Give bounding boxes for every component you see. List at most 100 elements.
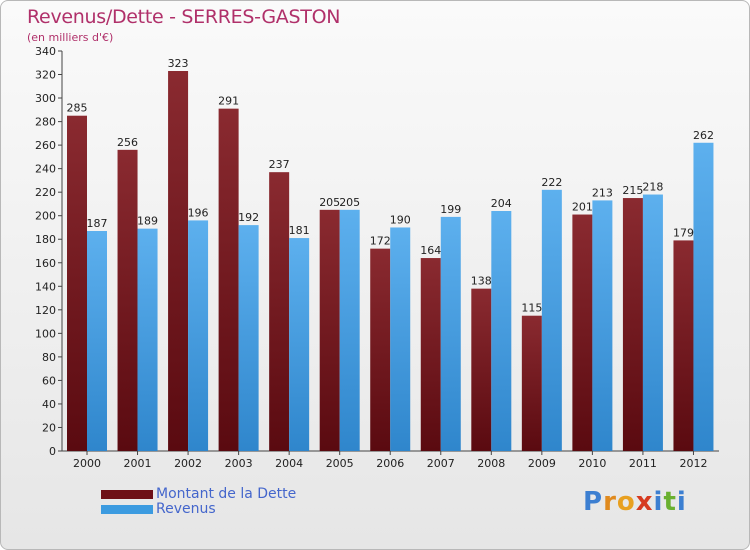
bar-revenus — [541, 189, 562, 451]
proxiti-logo: Proxiti — [583, 487, 687, 517]
value-label-revenus: 199 — [440, 203, 461, 216]
value-label-revenus: 181 — [289, 224, 310, 237]
bars-group — [67, 71, 714, 452]
y-tick-label: 320 — [35, 69, 56, 82]
value-label-revenus: 189 — [137, 215, 158, 228]
y-tick-label: 180 — [35, 233, 56, 246]
y-tick-label: 0 — [49, 445, 56, 458]
bar-revenus — [390, 227, 411, 451]
value-label-dette: 115 — [521, 302, 542, 315]
value-label-revenus: 192 — [238, 211, 259, 224]
x-tick-label: 2005 — [326, 457, 354, 470]
legend-swatch-revenus — [101, 505, 153, 514]
value-label-revenus: 262 — [693, 129, 714, 142]
value-label-revenus: 190 — [390, 213, 411, 226]
bar-revenus — [137, 228, 158, 451]
value-label-dette: 138 — [471, 275, 492, 288]
value-label-dette: 201 — [572, 201, 593, 214]
bar-dette — [370, 248, 391, 451]
y-tick-label: 100 — [35, 327, 56, 340]
value-label-revenus: 187 — [87, 217, 108, 230]
chart-subtitle: (en milliers d'€) — [27, 31, 114, 44]
logo-letter: x — [635, 487, 654, 517]
legend-label-revenus: Revenus — [156, 501, 216, 517]
value-label-dette: 256 — [117, 136, 138, 149]
bar-dette — [521, 315, 542, 451]
y-tick-label: 160 — [35, 257, 56, 270]
bar-dette — [622, 198, 643, 451]
y-tick-label: 40 — [42, 398, 56, 411]
bar-revenus — [87, 231, 107, 451]
bar-revenus — [289, 238, 310, 451]
logo-letter: t — [663, 487, 677, 517]
x-tick-label: 2011 — [629, 457, 657, 470]
value-label-dette: 164 — [420, 244, 441, 257]
logo-letter: i — [653, 487, 664, 517]
y-tick-label: 260 — [35, 139, 56, 152]
legend-label-dette: Montant de la Dette — [156, 486, 297, 502]
x-tick-label: 2008 — [477, 457, 505, 470]
bar-dette — [319, 209, 340, 451]
labels-group: 285 187 256 189 323 196 291 192 237 181 205 205 172 1… — [67, 57, 714, 315]
y-tick-label: 80 — [42, 351, 56, 364]
logo-letter: i — [676, 487, 687, 517]
y-tick-label: 200 — [35, 210, 56, 223]
bar-dette — [269, 172, 290, 452]
bar-revenus — [491, 211, 512, 451]
value-label-dette: 291 — [218, 95, 239, 108]
x-tick-label: 2003 — [225, 457, 253, 470]
y-tick-label: 280 — [35, 116, 56, 129]
x-tick-label: 2012 — [679, 457, 707, 470]
x-tick-label: 2000 — [73, 457, 101, 470]
y-tick-label: 240 — [35, 163, 56, 176]
x-tick-label: 2006 — [376, 457, 404, 470]
legend-swatch-dette — [101, 490, 153, 499]
bar-dette — [471, 288, 492, 451]
bar-dette — [572, 214, 593, 451]
y-tick-label: 300 — [35, 92, 56, 105]
x-tick-label: 2010 — [578, 457, 606, 470]
bar-dette — [218, 108, 239, 451]
logo-letter: o — [616, 487, 636, 517]
x-tick-label: 2007 — [427, 457, 455, 470]
bar-revenus — [188, 220, 209, 451]
bar-dette — [67, 115, 87, 452]
value-label-dette: 179 — [673, 226, 694, 239]
bar-revenus — [592, 200, 613, 451]
value-label-dette: 323 — [168, 57, 189, 70]
value-label-revenus: 196 — [188, 206, 209, 219]
y-tick-label: 340 — [35, 45, 56, 58]
x-tick-label: 2004 — [275, 457, 303, 470]
y-tick-label: 140 — [35, 280, 56, 293]
value-label-revenus: 213 — [592, 186, 613, 199]
y-tick-label: 220 — [35, 186, 56, 199]
y-tick-label: 60 — [42, 374, 56, 387]
bar-revenus — [642, 194, 663, 451]
bar-revenus — [693, 142, 714, 451]
x-tick-label: 2002 — [174, 457, 202, 470]
logo-letter: P — [583, 487, 604, 517]
value-label-dette: 237 — [269, 158, 290, 171]
value-label-revenus: 205 — [339, 196, 360, 209]
value-label-dette: 205 — [319, 196, 340, 209]
value-label-revenus: 218 — [642, 181, 663, 194]
value-label-dette: 215 — [622, 184, 643, 197]
bar-dette — [117, 149, 138, 451]
value-label-dette: 172 — [370, 235, 391, 248]
x-tick-label: 2001 — [124, 457, 152, 470]
bar-revenus — [339, 209, 360, 451]
value-label-revenus: 204 — [491, 197, 512, 210]
value-label-dette: 285 — [67, 102, 88, 115]
x-tick-label: 2009 — [528, 457, 556, 470]
bar-dette — [168, 71, 189, 451]
logo-letter: r — [603, 487, 617, 517]
bar-revenus — [440, 216, 461, 451]
bar-dette — [673, 240, 694, 451]
value-label-revenus: 222 — [541, 176, 562, 189]
chart-title: Revenus/Dette - SERRES-GASTON — [27, 6, 341, 28]
y-tick-label: 120 — [35, 304, 56, 317]
y-tick-label: 20 — [42, 421, 56, 434]
bar-dette — [420, 258, 441, 451]
